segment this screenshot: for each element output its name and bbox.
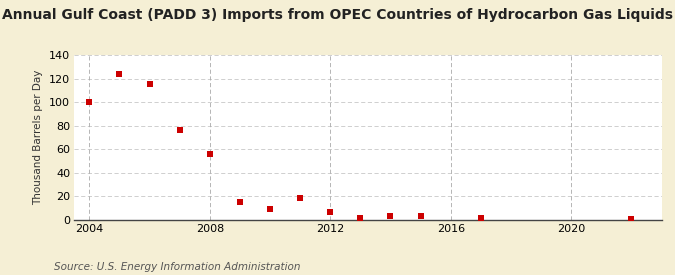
Y-axis label: Thousand Barrels per Day: Thousand Barrels per Day [33,70,43,205]
Point [144,82,155,87]
Point [234,200,245,205]
Text: Annual Gulf Coast (PADD 3) Imports from OPEC Countries of Hydrocarbon Gas Liquid: Annual Gulf Coast (PADD 3) Imports from … [2,8,673,22]
Point [114,72,125,76]
Text: Source: U.S. Energy Information Administration: Source: U.S. Energy Information Administ… [54,262,300,272]
Point [265,207,275,211]
Point [475,215,486,220]
Point [205,152,215,156]
Point [355,215,366,220]
Point [415,214,426,219]
Point [385,214,396,219]
Point [174,128,185,133]
Point [84,100,95,104]
Point [295,196,306,200]
Point [626,217,637,221]
Point [325,210,335,214]
